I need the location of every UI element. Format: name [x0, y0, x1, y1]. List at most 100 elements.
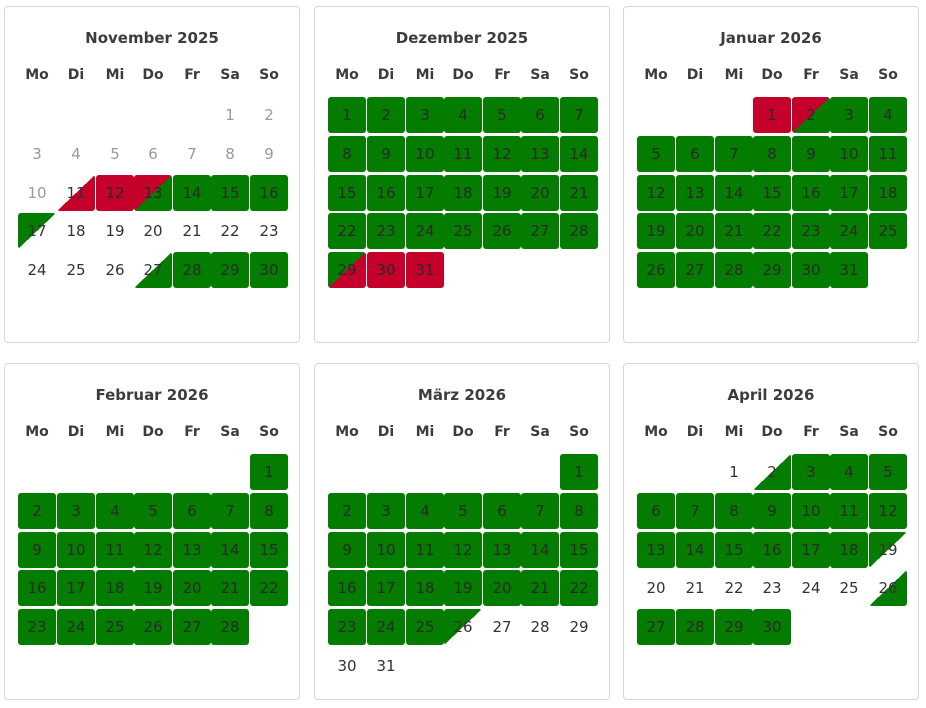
day-cell[interactable]: 30 — [337, 657, 357, 675]
day-cell[interactable]: 28 — [676, 609, 714, 646]
day-cell[interactable]: 5 — [869, 454, 907, 490]
day-cell[interactable]: 20 — [521, 174, 559, 211]
day-cell[interactable]: 26 — [134, 609, 172, 646]
day-cell[interactable]: 24 — [367, 609, 405, 646]
day-cell[interactable]: 20 — [676, 213, 714, 250]
day-cell[interactable]: 27 — [134, 252, 172, 289]
day-cell[interactable]: 11 — [444, 135, 482, 172]
day-cell[interactable]: 22 — [753, 213, 791, 250]
day-cell[interactable]: 11 — [830, 492, 868, 529]
day-cell[interactable]: 13 — [676, 174, 714, 211]
day-cell[interactable]: 17 — [792, 531, 830, 568]
day-cell[interactable]: 28 — [211, 609, 249, 646]
day-cell[interactable]: 25 — [406, 609, 444, 646]
day-cell[interactable]: 26 — [444, 609, 482, 646]
day-cell[interactable]: 16 — [753, 531, 791, 568]
day-cell[interactable]: 16 — [250, 174, 288, 211]
day-cell[interactable]: 25 — [96, 609, 134, 646]
day-cell[interactable]: 9 — [18, 531, 56, 568]
day-cell[interactable]: 20 — [483, 570, 521, 607]
day-cell[interactable]: 18 — [830, 531, 868, 568]
day-cell[interactable]: 17 — [830, 174, 868, 211]
day-cell[interactable]: 30 — [250, 252, 288, 289]
day-cell[interactable]: 7 — [715, 135, 753, 172]
day-cell[interactable]: 27 — [492, 618, 512, 637]
day-cell[interactable]: 19 — [105, 222, 125, 241]
day-cell[interactable]: 15 — [560, 531, 598, 568]
day-cell[interactable]: 7 — [560, 97, 598, 133]
day-cell[interactable]: 25 — [869, 213, 907, 250]
day-cell[interactable]: 27 — [637, 609, 675, 646]
day-cell[interactable]: 21 — [560, 174, 598, 211]
day-cell[interactable]: 4 — [830, 454, 868, 490]
day-cell[interactable]: 10 — [406, 135, 444, 172]
day-cell[interactable]: 15 — [211, 174, 249, 211]
day-cell[interactable]: 29 — [715, 609, 753, 646]
day-cell[interactable]: 13 — [637, 531, 675, 568]
day-cell[interactable]: 1 — [560, 454, 598, 490]
day-cell[interactable]: 24 — [27, 261, 47, 280]
day-cell[interactable]: 15 — [328, 174, 366, 211]
day-cell[interactable]: 28 — [530, 618, 550, 637]
day-cell[interactable]: 11 — [869, 135, 907, 172]
day-cell[interactable]: 26 — [483, 213, 521, 250]
day-cell[interactable]: 29 — [569, 618, 589, 637]
day-cell[interactable]: 18 — [869, 174, 907, 211]
day-cell[interactable]: 1 — [328, 97, 366, 133]
day-cell[interactable]: 2 — [753, 454, 791, 490]
day-cell[interactable]: 23 — [328, 609, 366, 646]
day-cell[interactable]: 1 — [753, 97, 791, 133]
day-cell[interactable]: 15 — [715, 531, 753, 568]
day-cell[interactable]: 9 — [328, 531, 366, 568]
day-cell[interactable]: 10 — [367, 531, 405, 568]
day-cell[interactable]: 17 — [57, 570, 95, 607]
day-cell[interactable]: 6 — [637, 492, 675, 529]
day-cell[interactable]: 14 — [521, 531, 559, 568]
day-cell[interactable]: 18 — [96, 570, 134, 607]
day-cell[interactable]: 31 — [406, 252, 444, 289]
day-cell[interactable]: 11 — [406, 531, 444, 568]
day-cell[interactable]: 30 — [753, 609, 791, 646]
day-cell[interactable]: 12 — [134, 531, 172, 568]
day-cell[interactable]: 27 — [173, 609, 211, 646]
day-cell[interactable]: 2 — [18, 492, 56, 529]
day-cell[interactable]: 15 — [753, 174, 791, 211]
day-cell[interactable]: 17 — [406, 174, 444, 211]
day-cell[interactable]: 5 — [444, 492, 482, 529]
day-cell[interactable]: 6 — [676, 135, 714, 172]
day-cell[interactable]: 10 — [830, 135, 868, 172]
day-cell[interactable]: 1 — [729, 463, 739, 481]
day-cell[interactable]: 24 — [406, 213, 444, 250]
day-cell[interactable]: 9 — [753, 492, 791, 529]
day-cell[interactable]: 27 — [521, 213, 559, 250]
day-cell[interactable]: 22 — [220, 222, 240, 241]
day-cell[interactable]: 9 — [367, 135, 405, 172]
day-cell[interactable]: 12 — [444, 531, 482, 568]
day-cell[interactable]: 18 — [444, 174, 482, 211]
day-cell[interactable]: 16 — [328, 570, 366, 607]
day-cell[interactable]: 21 — [211, 570, 249, 607]
day-cell[interactable]: 2 — [792, 97, 830, 133]
day-cell[interactable]: 14 — [560, 135, 598, 172]
day-cell[interactable]: 21 — [182, 222, 202, 241]
day-cell[interactable]: 22 — [328, 213, 366, 250]
day-cell[interactable]: 29 — [328, 252, 366, 289]
day-cell[interactable]: 17 — [18, 213, 56, 250]
day-cell[interactable]: 5 — [134, 492, 172, 529]
day-cell[interactable]: 6 — [521, 97, 559, 133]
day-cell[interactable]: 22 — [560, 570, 598, 607]
day-cell[interactable]: 29 — [211, 252, 249, 289]
day-cell[interactable]: 31 — [376, 657, 396, 675]
day-cell[interactable]: 5 — [483, 97, 521, 133]
day-cell[interactable]: 3 — [406, 97, 444, 133]
day-cell[interactable]: 12 — [869, 492, 907, 529]
day-cell[interactable]: 2 — [328, 492, 366, 529]
day-cell[interactable]: 4 — [444, 97, 482, 133]
day-cell[interactable]: 11 — [57, 174, 95, 211]
day-cell[interactable]: 4 — [96, 492, 134, 529]
day-cell[interactable]: 23 — [762, 579, 782, 598]
day-cell[interactable]: 12 — [96, 174, 134, 211]
day-cell[interactable]: 4 — [869, 97, 907, 133]
day-cell[interactable]: 2 — [367, 97, 405, 133]
day-cell[interactable]: 18 — [66, 222, 86, 241]
